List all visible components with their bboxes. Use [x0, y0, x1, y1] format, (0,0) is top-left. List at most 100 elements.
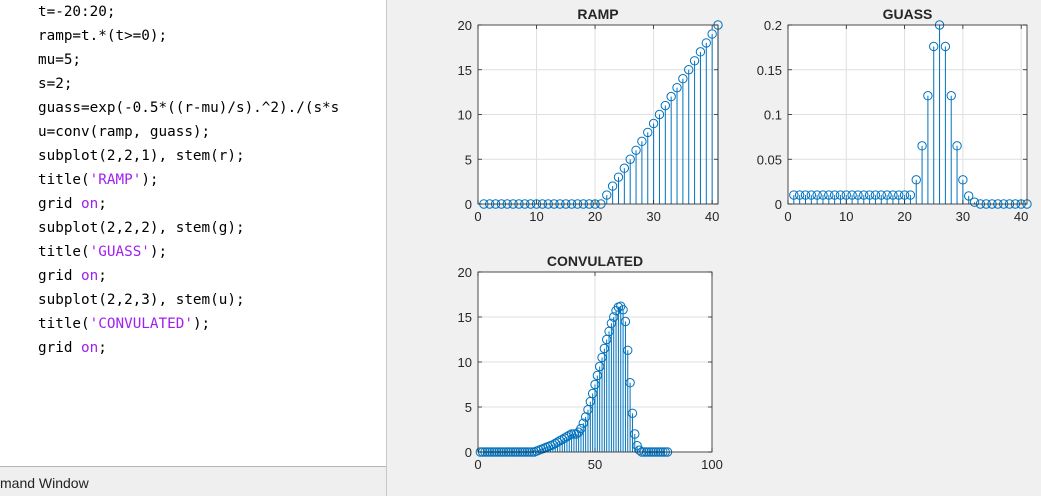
stem-mark — [618, 305, 628, 452]
stem-marker — [876, 190, 886, 200]
code-line[interactable]: grid on; — [38, 192, 107, 216]
stem-marker — [672, 82, 682, 93]
code-line[interactable]: guass=exp(-0.5*((r-mu)/s).^2)./(s*s — [38, 96, 339, 120]
stem-marker — [958, 175, 968, 185]
code-token: subplot(2,2,1), stem(r); — [38, 148, 245, 164]
y-tick-label: 0 — [775, 197, 782, 212]
y-tick-label: 0.1 — [764, 108, 782, 123]
code-line[interactable]: title('RAMP'); — [38, 168, 159, 192]
stem-marker — [800, 190, 811, 200]
stem-marker — [666, 91, 676, 102]
stem-marker — [701, 38, 711, 48]
code-line[interactable]: title('GUASS'); — [38, 240, 167, 264]
stem-marker — [631, 145, 641, 156]
x-tick-label: 20 — [897, 209, 911, 224]
stem-mark — [952, 141, 962, 204]
stem-marker — [660, 100, 671, 111]
code-line[interactable]: subplot(2,2,2), stem(g); — [38, 216, 245, 240]
stem-marker — [894, 190, 904, 200]
stem-mark — [631, 145, 641, 204]
stem-mark — [654, 109, 665, 204]
code-token: ); — [149, 244, 168, 260]
stem-mark — [958, 175, 968, 204]
stem-mark — [964, 191, 974, 204]
stem-mark — [911, 175, 921, 204]
y-tick-label: 5 — [465, 400, 472, 415]
stem-mark — [666, 91, 676, 204]
code-token: ; — [98, 340, 107, 356]
y-tick-label: 5 — [465, 152, 472, 167]
code-line[interactable]: mu=5; — [38, 48, 81, 72]
stem-marker — [613, 172, 624, 182]
stem-mark — [905, 190, 916, 204]
code-editor[interactable]: t=-20:20; ramp=t.*(t>=0); mu=5; s=2; guass=e… — [0, 0, 386, 466]
code-line[interactable]: t=-20:20; — [38, 0, 115, 24]
stem-mark — [643, 127, 653, 204]
code-string-token: on — [81, 340, 99, 356]
code-token: s=2; — [38, 76, 73, 92]
stem-marker — [899, 190, 910, 200]
code-string-token: 'RAMP' — [89, 172, 142, 188]
code-line[interactable]: subplot(2,2,3), stem(u); — [38, 288, 245, 312]
y-tick-label: 0 — [465, 197, 472, 212]
chart-convulated: 0 50 100 0 5 10 15 20 CONVULATED — [458, 253, 723, 472]
stem-mark — [619, 163, 630, 204]
stem-mark — [876, 190, 886, 204]
stem-mark — [607, 181, 618, 204]
x-tick-label: 40 — [705, 209, 719, 224]
pane-divider[interactable] — [386, 0, 387, 496]
code-line[interactable]: title('CONVULATED'); — [38, 312, 210, 336]
stem-mark — [829, 190, 840, 204]
stem-marker — [882, 190, 892, 200]
code-token: grid — [38, 196, 82, 212]
code-string-token: 'GUASS' — [89, 244, 150, 260]
stem-mark — [794, 190, 805, 204]
y-tick-label: 0.05 — [757, 152, 782, 167]
stem-marker — [824, 190, 834, 200]
stem-marker — [789, 190, 799, 200]
stem-mark — [800, 190, 811, 204]
x-tick-label: 10 — [839, 209, 853, 224]
x-tick-label: 40 — [1014, 209, 1028, 224]
code-token: subplot(2,2,3), stem(u); — [38, 292, 245, 308]
stem-marker — [643, 127, 653, 138]
y-tick-label: 10 — [458, 108, 472, 123]
code-token: grid — [38, 340, 82, 356]
code-line[interactable]: grid on; — [38, 264, 107, 288]
y-tick-label: 15 — [458, 63, 472, 78]
stem-marker — [841, 190, 851, 200]
stem-mark — [894, 190, 904, 204]
stem-marker — [952, 141, 962, 151]
command-window-header[interactable]: mand Window — [0, 466, 386, 496]
stem-mark — [923, 91, 933, 204]
stem-mark — [613, 172, 624, 204]
stem-mark — [637, 136, 647, 204]
stem-marker — [835, 190, 846, 200]
stem-mark — [859, 190, 869, 204]
figure-canvas: 0 10 20 30 40 0 5 10 15 20 RAMP 0 10 20 30 40 0 0.05 0.1 0.… — [458, 6, 1032, 472]
stem-marker — [620, 316, 631, 327]
stem-mark — [625, 154, 635, 204]
stem-mark — [678, 74, 688, 204]
code-token: mu=5; — [38, 52, 82, 68]
stem-mark — [917, 141, 927, 204]
code-line[interactable]: s=2; — [38, 72, 72, 96]
stem-marker — [634, 445, 645, 455]
stem-marker — [689, 56, 700, 66]
y-tick-label: 20 — [458, 18, 472, 33]
stem-marker — [654, 109, 665, 120]
stem-marker — [905, 190, 916, 200]
stem-marker — [695, 47, 706, 57]
stem-mark — [847, 190, 857, 204]
y-tick-label: 20 — [458, 265, 472, 280]
code-line[interactable]: subplot(2,2,1), stem(r); — [38, 144, 245, 168]
stem-marker — [888, 190, 898, 200]
code-line[interactable]: ramp=t.*(t>=0); — [38, 24, 167, 48]
y-tick-label: 10 — [458, 355, 472, 370]
code-line[interactable]: grid on; — [38, 336, 107, 360]
stem-marker — [623, 345, 633, 355]
stem-marker — [964, 191, 974, 201]
y-tick-label: 0.15 — [757, 63, 782, 78]
stem-marker — [923, 91, 933, 101]
code-line[interactable]: u=conv(ramp, guass); — [38, 120, 210, 144]
